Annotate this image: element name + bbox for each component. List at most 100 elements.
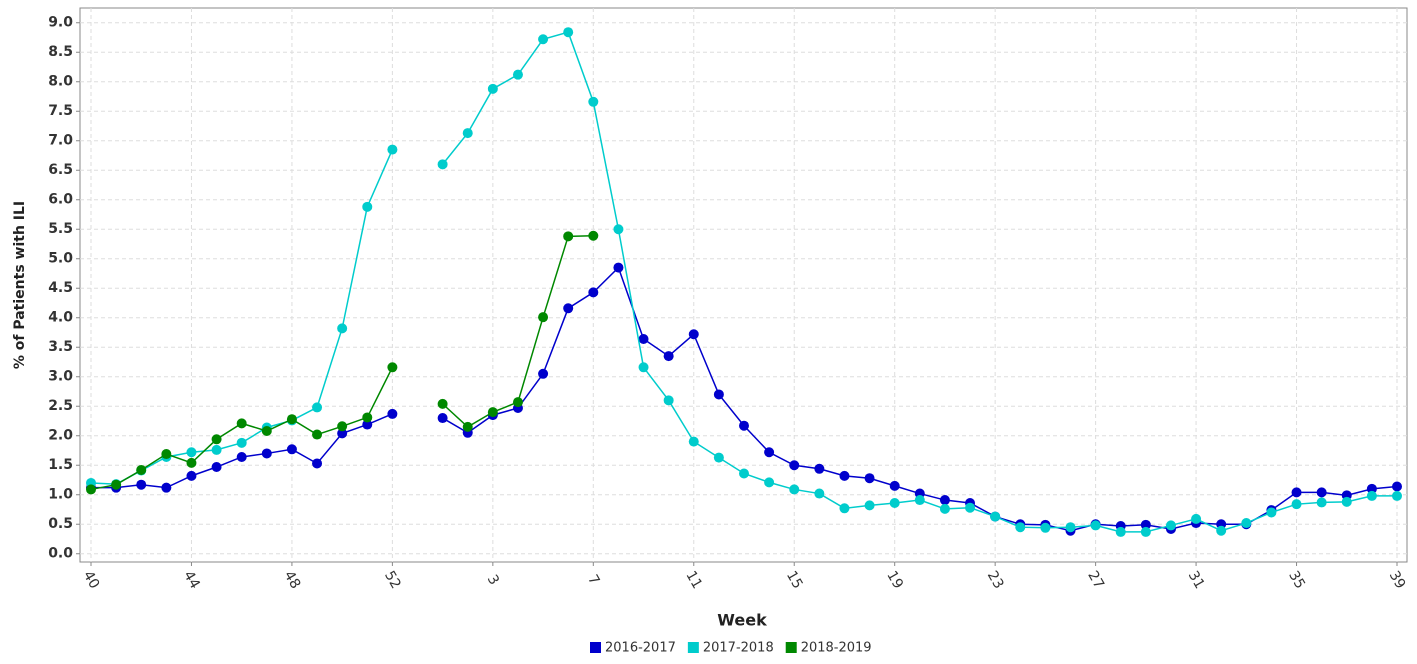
data-point xyxy=(161,449,172,460)
x-tick-label: 44 xyxy=(180,568,203,592)
y-tick-label: 5.5 xyxy=(48,221,73,237)
x-tick-label: 11 xyxy=(682,568,705,591)
data-point xyxy=(437,398,448,409)
data-point xyxy=(688,436,699,447)
data-point xyxy=(261,448,272,459)
data-point xyxy=(312,458,323,469)
data-point xyxy=(1341,496,1352,507)
data-point xyxy=(1392,481,1402,492)
y-tick-label: 1.0 xyxy=(48,487,73,503)
data-point xyxy=(864,500,875,511)
data-point xyxy=(1366,490,1377,501)
data-point xyxy=(437,413,448,424)
y-axis-title: % of Patients with ILI xyxy=(12,201,28,369)
data-point xyxy=(211,462,222,473)
y-tick-label: 6.0 xyxy=(48,192,73,208)
data-point xyxy=(362,201,373,212)
legend-label: 2017-2018 xyxy=(703,641,774,656)
data-point xyxy=(1115,526,1126,537)
data-point xyxy=(939,495,950,506)
data-point xyxy=(864,473,875,484)
data-point xyxy=(1165,520,1176,531)
data-point xyxy=(663,351,674,362)
data-point xyxy=(1241,518,1252,529)
data-point xyxy=(563,27,574,38)
data-point xyxy=(613,224,624,235)
y-tick-label: 0.5 xyxy=(48,516,73,532)
data-point xyxy=(563,303,574,314)
x-tick-label: 39 xyxy=(1386,568,1409,591)
data-point xyxy=(1065,522,1076,533)
data-point xyxy=(663,395,674,406)
data-point xyxy=(186,447,197,458)
data-point xyxy=(713,452,724,463)
y-tick-label: 2.0 xyxy=(48,428,73,444)
plot-frame xyxy=(79,7,1408,563)
data-point xyxy=(814,488,825,499)
data-point xyxy=(538,312,549,323)
data-point xyxy=(889,498,900,509)
x-tick-label: 19 xyxy=(883,568,906,591)
data-point xyxy=(387,408,398,419)
data-point xyxy=(713,389,724,400)
y-tick-label: 3.0 xyxy=(48,369,73,385)
legend-swatch xyxy=(590,642,601,653)
data-point xyxy=(236,418,247,429)
data-point xyxy=(839,503,850,514)
y-tick-label: 4.0 xyxy=(48,310,73,326)
data-point xyxy=(1040,522,1051,533)
data-point xyxy=(286,414,297,425)
legend-swatch xyxy=(785,642,797,653)
data-point xyxy=(839,470,850,481)
data-point xyxy=(1140,519,1151,530)
data-point xyxy=(512,397,523,408)
x-tick-label: 31 xyxy=(1185,568,1208,591)
data-point xyxy=(512,69,523,80)
data-point xyxy=(136,479,147,490)
data-point xyxy=(86,484,96,495)
data-point xyxy=(764,447,775,458)
data-point xyxy=(337,428,348,439)
data-point xyxy=(1291,487,1302,498)
data-point xyxy=(362,419,373,430)
data-point xyxy=(487,83,498,94)
data-point xyxy=(312,402,323,413)
y-tick-label: 7.0 xyxy=(48,133,73,149)
data-point xyxy=(1090,520,1101,531)
data-point xyxy=(211,444,222,455)
x-tick-label: 40 xyxy=(80,568,103,591)
data-point xyxy=(538,34,549,45)
data-point xyxy=(161,482,172,493)
data-point xyxy=(889,480,900,491)
data-point xyxy=(462,421,473,432)
data-point xyxy=(638,362,649,373)
legend-label: 2016-2017 xyxy=(605,641,676,656)
data-point xyxy=(261,426,272,437)
x-tick-label: 15 xyxy=(783,568,806,591)
data-point xyxy=(1266,507,1277,518)
data-point xyxy=(337,323,348,334)
x-tick-label: 48 xyxy=(281,568,304,591)
data-point xyxy=(337,421,348,432)
x-axis-title: Week xyxy=(717,611,767,630)
data-point xyxy=(789,460,800,471)
data-point xyxy=(1191,513,1202,524)
data-point xyxy=(1015,522,1026,533)
y-tick-label: 1.5 xyxy=(48,457,73,473)
data-point xyxy=(286,444,297,455)
data-point xyxy=(362,412,373,423)
data-point xyxy=(613,262,624,273)
data-point xyxy=(1392,490,1402,501)
data-point xyxy=(814,463,825,474)
x-tick-label: 52 xyxy=(381,568,404,591)
data-point xyxy=(789,484,800,495)
y-tick-label: 8.0 xyxy=(48,74,73,90)
data-point xyxy=(387,144,398,155)
data-point xyxy=(236,451,247,462)
data-point xyxy=(914,495,925,506)
data-point xyxy=(1140,526,1151,537)
x-tick-label: 7 xyxy=(584,572,602,588)
data-point xyxy=(211,434,222,445)
data-point xyxy=(739,468,749,479)
